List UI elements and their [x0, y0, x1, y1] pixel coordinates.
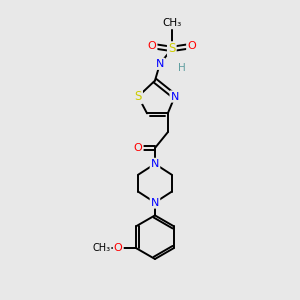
Text: O: O — [134, 143, 142, 153]
Text: N: N — [151, 159, 159, 169]
Text: O: O — [114, 243, 123, 253]
Text: O: O — [148, 41, 156, 51]
Text: CH₃: CH₃ — [92, 243, 110, 253]
Text: S: S — [168, 42, 176, 56]
Text: CH₃: CH₃ — [162, 18, 182, 28]
Text: N: N — [156, 59, 164, 69]
Text: S: S — [134, 90, 142, 103]
Text: N: N — [151, 197, 159, 208]
Text: N: N — [171, 92, 179, 101]
Text: H: H — [178, 63, 186, 73]
Text: O: O — [187, 41, 196, 51]
